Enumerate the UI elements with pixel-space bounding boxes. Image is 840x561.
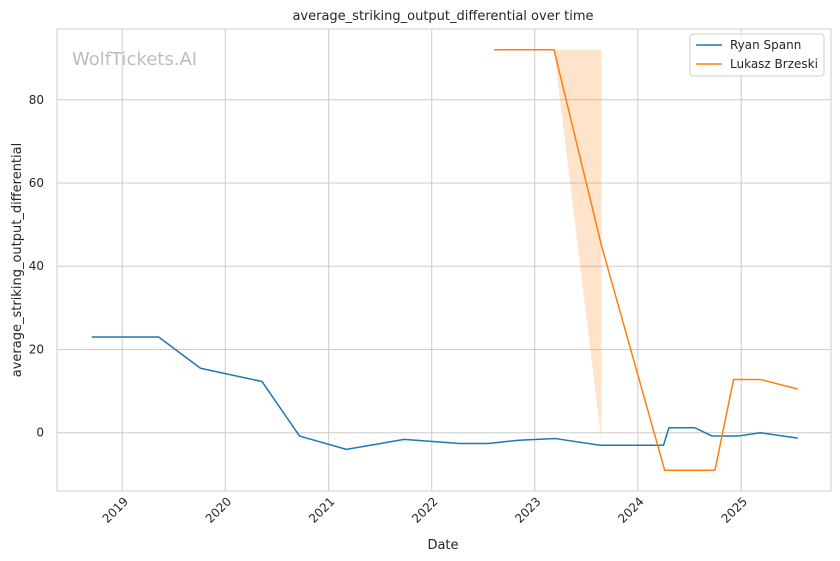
y-tick-label: 20 [29, 342, 44, 356]
x-tick-label: 2022 [409, 494, 440, 525]
series-lines [91, 49, 798, 471]
y-tick-label: 60 [29, 176, 44, 190]
series-line [91, 336, 798, 451]
legend-box [689, 33, 825, 77]
chart-title: average_striking_output_differential ove… [292, 9, 593, 24]
x-tick-label: 2019 [100, 494, 131, 525]
watermark: WolfTickets.AI [72, 49, 197, 70]
y-tick-label: 80 [29, 93, 44, 107]
grid [57, 29, 831, 491]
legend-label: Lukasz Brzeski [730, 57, 818, 71]
series-line [494, 49, 798, 471]
x-tick-label: 2020 [203, 494, 234, 525]
confidence-band [553, 49, 602, 442]
x-tick-label: 2024 [615, 494, 646, 525]
confidence-bands [553, 49, 602, 442]
x-tick-label: 2025 [719, 494, 750, 525]
x-tick-label: 2023 [512, 494, 543, 525]
y-tick-label: 40 [29, 259, 44, 273]
plot-area [56, 28, 832, 492]
x-axis-label: Date [427, 538, 458, 553]
y-axis-label: average_striking_output_differential [10, 143, 25, 377]
x-tick-label: 2021 [306, 494, 337, 525]
legend: Ryan Spann Lukasz Brzeski [689, 33, 825, 77]
legend-label: Ryan Spann [730, 38, 801, 52]
y-tick-label: 0 [36, 426, 44, 440]
